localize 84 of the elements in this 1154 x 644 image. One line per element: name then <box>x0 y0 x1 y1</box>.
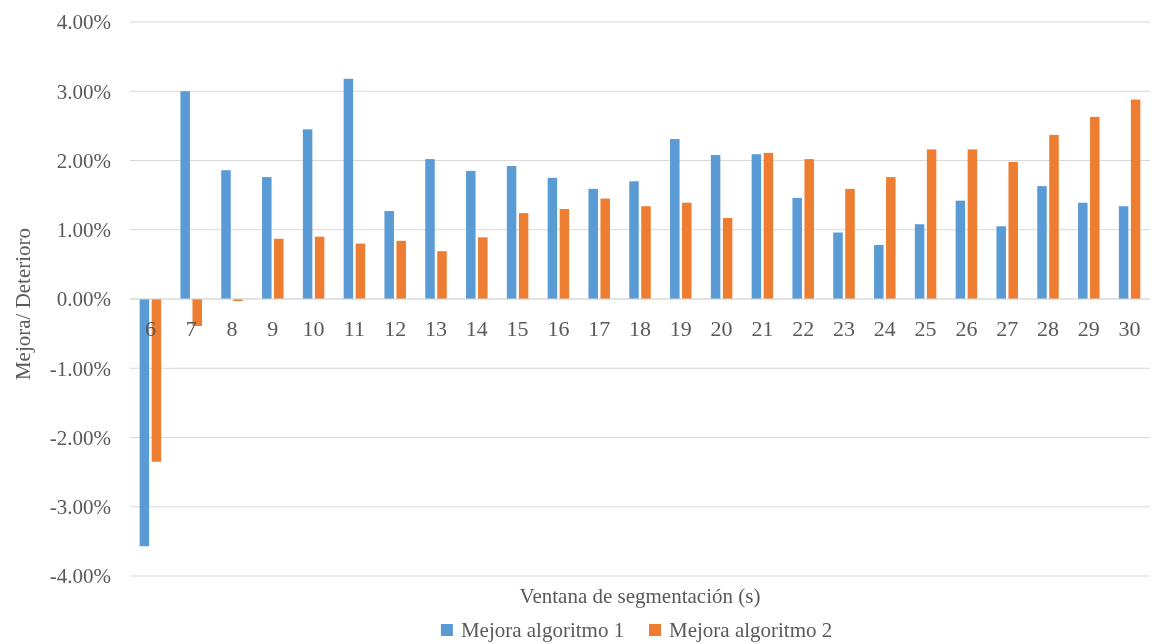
x-tick-label: 20 <box>710 316 733 341</box>
bar <box>466 170 476 299</box>
x-tick-label: 19 <box>669 316 692 341</box>
bar <box>355 243 366 299</box>
x-tick-label: 29 <box>1077 316 1100 341</box>
bar <box>518 213 529 299</box>
bar <box>559 208 570 299</box>
y-tick-label: -3.00% <box>49 495 111 520</box>
bar <box>1037 186 1047 299</box>
bar <box>1049 134 1059 299</box>
bar <box>262 177 272 299</box>
x-tick-label: 27 <box>996 316 1019 341</box>
y-tick-label: 0.00% <box>56 287 111 312</box>
bar <box>384 211 394 299</box>
x-tick-label: 7 <box>185 316 197 341</box>
bar <box>955 200 966 299</box>
bar <box>478 237 488 299</box>
x-tick-label: 15 <box>506 316 529 341</box>
y-tick-label: -4.00% <box>49 564 111 589</box>
x-tick-label: 25 <box>914 316 937 341</box>
x-tick-label: 24 <box>873 316 896 341</box>
bar <box>1118 206 1129 299</box>
x-tick-label: 30 <box>1118 316 1141 341</box>
bar <box>180 91 190 299</box>
x-tick-label: 12 <box>384 316 407 341</box>
bar <box>302 129 313 299</box>
bar <box>710 154 721 299</box>
legend-label: Mejora algoritmo 2 <box>669 618 833 643</box>
bar <box>833 232 843 299</box>
bar <box>274 238 284 299</box>
y-tick-label: 1.00% <box>56 218 111 243</box>
y-tick-label: 2.00% <box>56 148 111 173</box>
bar <box>1090 116 1100 299</box>
x-tick-label: 16 <box>547 316 570 341</box>
x-tick-label: 23 <box>833 316 855 341</box>
x-tick-label: 26 <box>955 316 978 341</box>
bar <box>845 188 855 299</box>
x-tick-label: 8 <box>226 316 238 341</box>
x-tick-label: 21 <box>751 316 774 341</box>
y-tick-label: 4.00% <box>56 10 111 35</box>
bar <box>629 181 639 299</box>
bar <box>914 224 925 299</box>
bar <box>792 197 802 299</box>
y-axis-title: Mejora/ Deterioro <box>11 227 35 381</box>
bar <box>886 177 896 299</box>
x-tick-label: 6 <box>144 316 156 341</box>
y-tick-label: 3.00% <box>56 79 111 104</box>
bar <box>506 166 517 299</box>
bar <box>343 78 354 299</box>
bar <box>751 154 762 299</box>
bar <box>763 152 774 299</box>
x-tick-label: 18 <box>629 316 651 341</box>
bar <box>425 159 435 299</box>
x-tick-label: 10 <box>302 316 325 341</box>
y-tick-label: -2.00% <box>49 425 111 450</box>
bar <box>682 202 692 299</box>
bar <box>221 170 231 299</box>
x-tick-label: 11 <box>343 316 365 341</box>
bar <box>396 240 406 299</box>
bar <box>722 217 733 299</box>
bar <box>874 244 884 299</box>
legend-label: Mejora algoritmo 1 <box>460 618 625 643</box>
bar <box>670 139 680 299</box>
bar <box>547 177 558 299</box>
x-tick-label: 17 <box>588 316 611 341</box>
bar <box>588 188 598 299</box>
x-tick-label: 22 <box>792 316 815 341</box>
bar <box>641 206 651 299</box>
bar <box>967 149 978 299</box>
bar <box>1130 99 1141 299</box>
bar <box>600 198 610 299</box>
y-tick-label: -1.00% <box>49 356 111 381</box>
x-tick-label: 9 <box>267 316 279 341</box>
bar <box>804 159 814 299</box>
bar <box>314 236 325 299</box>
bar <box>926 149 937 299</box>
x-tick-label: 13 <box>425 316 447 341</box>
x-tick-label: 28 <box>1037 316 1059 341</box>
bar <box>1008 161 1018 299</box>
x-tick-label: 14 <box>465 316 488 341</box>
bar <box>996 226 1006 299</box>
x-axis-title: Ventana de segmentación (s) <box>519 584 761 608</box>
bar <box>437 251 447 299</box>
bar <box>1078 202 1088 299</box>
